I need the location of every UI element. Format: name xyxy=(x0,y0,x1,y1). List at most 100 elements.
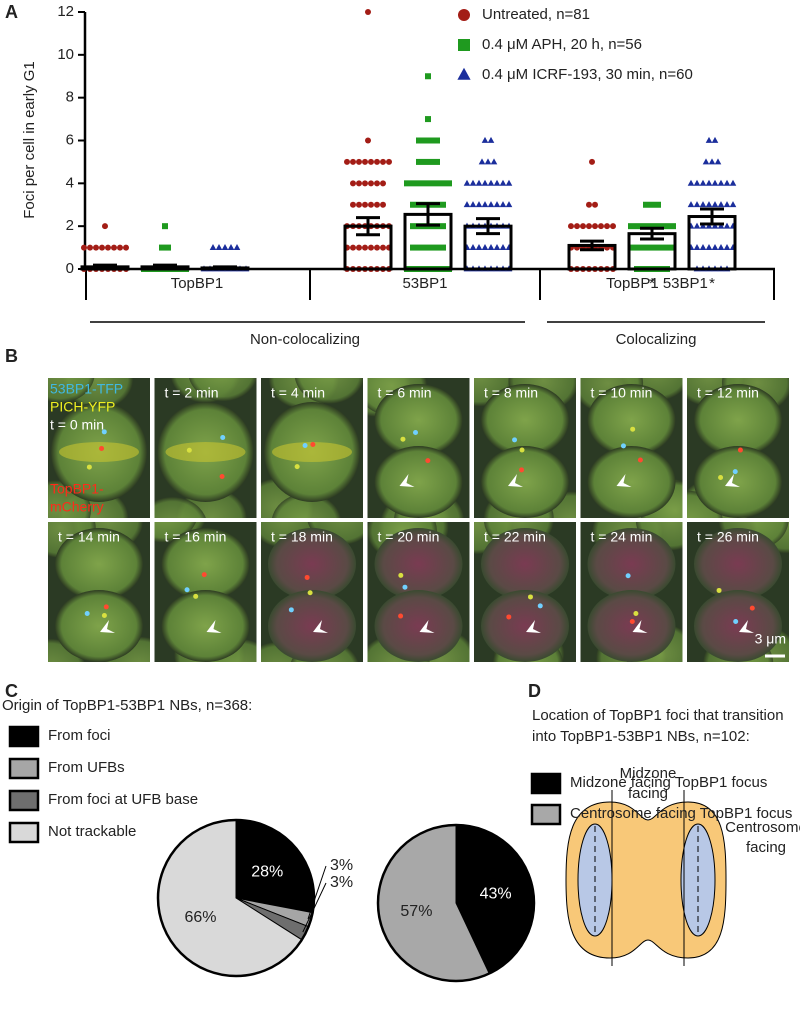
legend-label: Not trackable xyxy=(48,823,136,840)
cell xyxy=(481,528,569,600)
group-label: Colocalizing xyxy=(616,331,697,348)
data-point xyxy=(670,223,676,230)
data-point xyxy=(380,244,386,251)
micrograph: t = 2 min xyxy=(154,378,257,518)
cell xyxy=(154,497,206,518)
data-point xyxy=(356,180,362,187)
data-point xyxy=(649,201,655,208)
data-point xyxy=(717,179,725,186)
data-point xyxy=(505,179,513,186)
y-tick-label: 8 xyxy=(66,89,74,106)
data-point xyxy=(481,201,489,208)
arrowhead xyxy=(206,620,222,633)
data-point xyxy=(628,244,634,251)
data-point xyxy=(428,180,434,187)
cell xyxy=(587,446,676,518)
cells xyxy=(580,378,683,518)
data-point xyxy=(374,244,380,251)
arrowhead xyxy=(100,620,115,633)
data-point xyxy=(652,223,658,230)
data-point xyxy=(380,201,386,208)
data-point xyxy=(159,244,165,251)
cells xyxy=(687,378,789,518)
group-label: Non-colocalizing xyxy=(250,331,360,348)
cell xyxy=(161,590,250,662)
data-point xyxy=(368,180,374,187)
chromatin xyxy=(165,442,246,462)
focus xyxy=(620,443,626,449)
data-point xyxy=(356,158,362,165)
focus xyxy=(400,436,406,442)
timepoint-label: t = 6 min xyxy=(378,385,432,401)
data-point xyxy=(469,201,477,208)
micrograph: t = 22 min xyxy=(474,522,576,662)
cell xyxy=(694,446,782,518)
arrowhead xyxy=(419,620,435,633)
focus xyxy=(201,572,207,578)
focus xyxy=(398,613,404,619)
data-point xyxy=(350,158,356,165)
data-point xyxy=(586,201,592,208)
legend-swatch xyxy=(8,757,40,780)
data-point xyxy=(344,158,350,165)
channel-label: TopBP1- xyxy=(50,481,104,497)
focus xyxy=(101,429,107,435)
data-point xyxy=(717,243,725,250)
data-point xyxy=(362,180,368,187)
data-point xyxy=(221,243,229,250)
data-point xyxy=(87,244,93,251)
cell xyxy=(55,590,143,662)
focus xyxy=(398,572,404,578)
data-point xyxy=(598,223,604,230)
data-point xyxy=(714,158,722,165)
data-point xyxy=(356,201,362,208)
focus xyxy=(630,426,636,432)
data-point xyxy=(687,201,695,208)
cells xyxy=(367,522,470,662)
focus xyxy=(302,443,308,449)
pie-outline xyxy=(156,818,316,978)
cells xyxy=(367,378,464,518)
data-point xyxy=(717,201,725,208)
micrograph: t = 24 min xyxy=(580,522,683,662)
focus xyxy=(737,447,743,453)
focus xyxy=(506,614,512,620)
data-point xyxy=(111,244,117,251)
panel-label: D xyxy=(528,681,541,701)
pie-label: 57% xyxy=(400,903,432,920)
data-point xyxy=(404,180,410,187)
data-point xyxy=(490,158,498,165)
data-point xyxy=(699,222,707,229)
pie-label: 66% xyxy=(184,909,216,926)
panel-label: C xyxy=(5,681,18,701)
diagram-label: Centrosome xyxy=(725,819,800,836)
focus xyxy=(519,467,525,473)
focus xyxy=(304,574,310,580)
data-point xyxy=(374,180,380,187)
legend-label: From foci at UFB base xyxy=(48,791,198,808)
data-point xyxy=(586,223,592,230)
data-point xyxy=(711,179,719,186)
data-point xyxy=(484,158,492,165)
data-point xyxy=(410,223,416,230)
focus xyxy=(629,618,635,624)
data-point xyxy=(646,223,652,230)
y-axis-title: Foci per cell in early G1 xyxy=(21,61,38,219)
data-point xyxy=(604,223,610,230)
arrowhead xyxy=(508,474,523,487)
cell xyxy=(268,590,356,662)
cells xyxy=(474,522,569,662)
cells xyxy=(48,522,150,662)
data-point xyxy=(711,243,719,250)
focus xyxy=(86,464,92,470)
data-point xyxy=(469,179,477,186)
data-point xyxy=(711,201,719,208)
data-point xyxy=(499,243,507,250)
arrowhead xyxy=(739,620,754,633)
channel-label: PICH-YFP xyxy=(50,399,115,415)
x-tick-label: TopBP1 xyxy=(171,275,224,292)
micrograph: t = 26 min 3 μm xyxy=(687,522,789,662)
data-point xyxy=(705,243,713,250)
data-point xyxy=(487,136,495,143)
